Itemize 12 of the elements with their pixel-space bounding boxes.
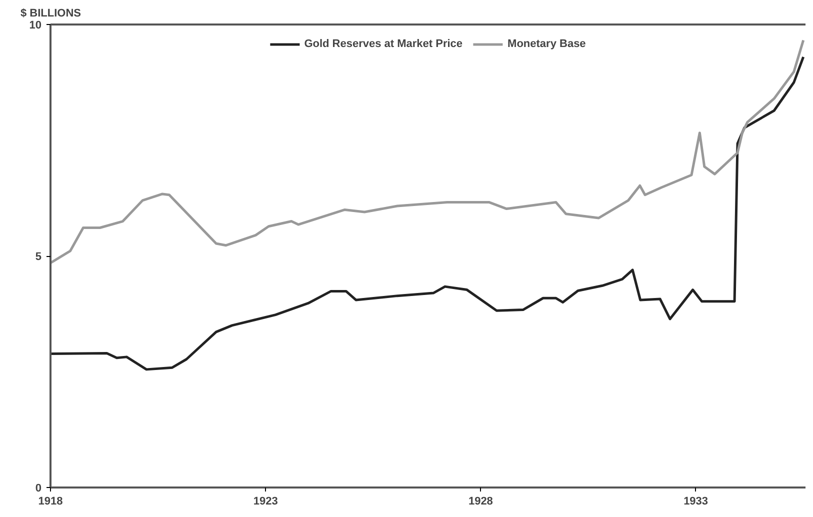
x-tick-label: 1928 (468, 496, 493, 508)
line-series (50, 38, 805, 264)
x-tick-label: 1923 (253, 496, 278, 508)
y-tick-label: 5 (35, 251, 42, 263)
y-tick-label: 0 (35, 482, 42, 494)
x-tick-label: 1918 (38, 496, 63, 508)
line-series (50, 56, 805, 371)
x-tick-label: 1933 (684, 496, 708, 508)
legend-label: Gold Reserves at Market Price (304, 38, 463, 50)
legend-label: Monetary Base (508, 38, 586, 50)
y-tick-label: 10 (29, 20, 42, 32)
y-axis-title: $ BILLIONS (20, 8, 82, 20)
